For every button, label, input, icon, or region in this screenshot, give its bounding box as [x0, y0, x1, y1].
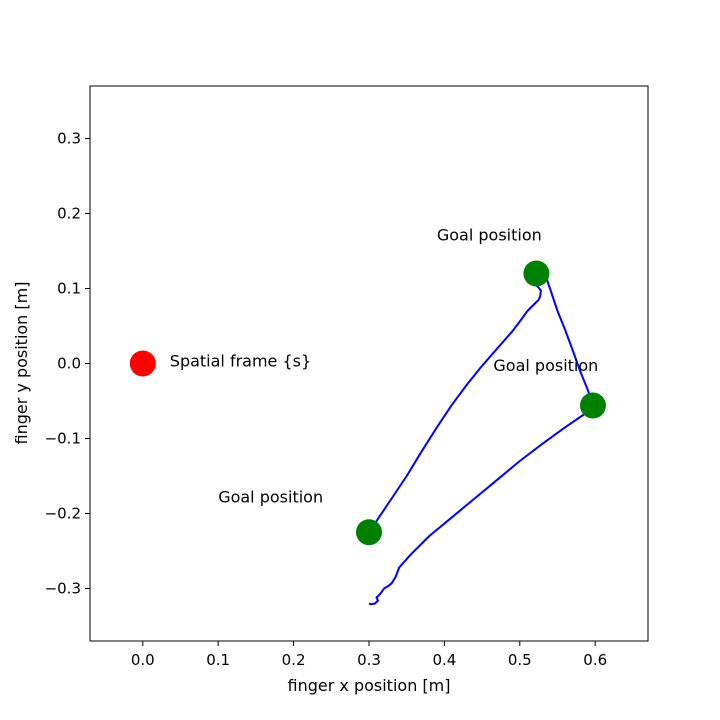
x-tick-label: 0.5: [508, 651, 532, 669]
goal-position-label: Goal position: [437, 226, 542, 245]
goal-position-label: Goal position: [218, 487, 323, 506]
x-tick-label: 0.3: [357, 651, 381, 669]
axis-ticks: 0.0 0.1 0.2 0.3 0.4 0.5 0.6 −0.3 −0.2 −0.1 0.0 0.1 0…: [45, 130, 608, 670]
y-tick-label: −0.1: [45, 430, 81, 448]
x-tick-label: 0.6: [583, 651, 607, 669]
y-tick-label: −0.3: [45, 580, 81, 598]
x-tick-label: 0.4: [432, 651, 456, 669]
y-tick-label: 0.0: [57, 355, 81, 373]
x-tick-label: 0.2: [282, 651, 306, 669]
y-tick-label: 0.3: [57, 130, 81, 148]
trajectory-line: [368, 274, 594, 606]
y-tick-label: 0.1: [57, 280, 81, 298]
spatial-frame-label: Spatial frame {s}: [170, 352, 311, 371]
y-axis-label: finger y position [m]: [12, 282, 31, 445]
x-tick-label: 0.0: [131, 651, 155, 669]
x-tick-label: 0.1: [206, 651, 230, 669]
goal-point: [356, 519, 382, 546]
plot-frame: [89, 85, 649, 642]
y-tick-label: −0.2: [45, 505, 81, 523]
x-axis-label: finger x position [m]: [288, 676, 451, 695]
goal-position-label: Goal position: [493, 356, 598, 375]
annotations-layer: Spatial frame {s} Goal position Goal posit…: [170, 226, 599, 507]
goal-point: [523, 260, 550, 287]
plot-area: [90, 86, 648, 641]
spatial-frame-point: [129, 350, 156, 377]
series-layer: [129, 260, 606, 606]
y-tick-label: 0.2: [57, 205, 81, 223]
goal-point: [579, 392, 606, 419]
